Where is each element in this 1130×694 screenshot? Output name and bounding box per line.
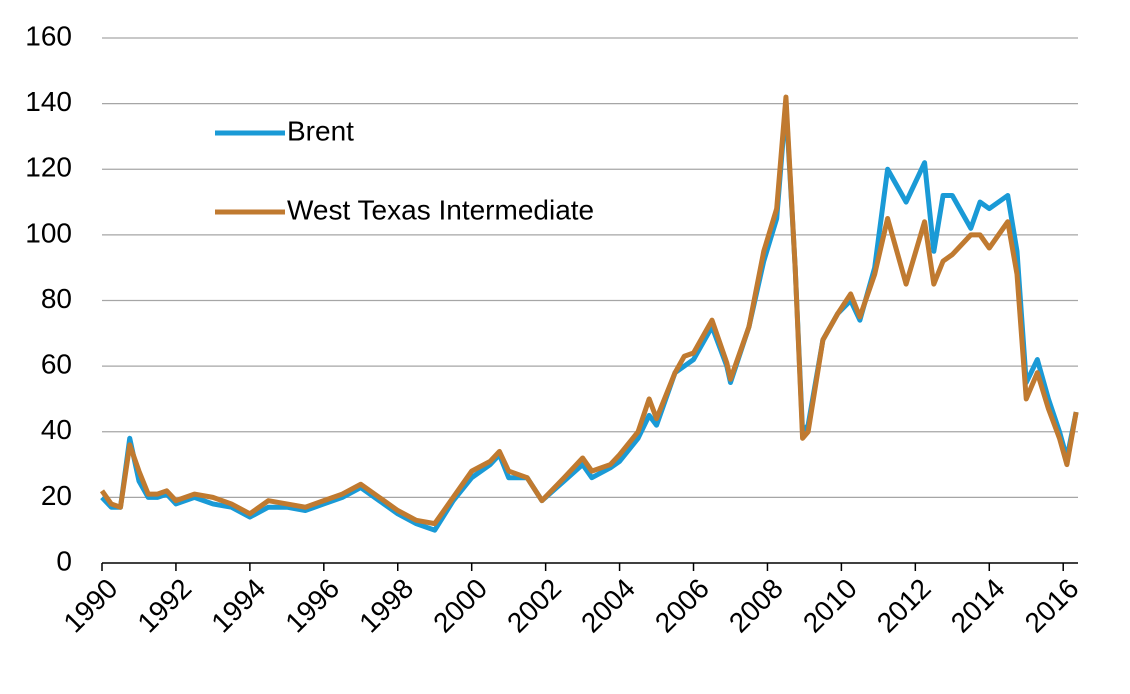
- x-tick-label: 1994: [205, 573, 271, 639]
- y-tick-label: 20: [41, 480, 72, 511]
- x-tick-label: 2002: [501, 573, 567, 639]
- x-tick-label: 2004: [575, 573, 641, 639]
- x-tick-label: 2000: [427, 573, 493, 639]
- x-tick-label: 1998: [353, 573, 419, 639]
- y-tick-label: 140: [25, 86, 72, 117]
- y-tick-label: 120: [25, 152, 72, 183]
- series-line: [99, 94, 1079, 527]
- y-tick-label: 60: [41, 349, 72, 380]
- legend-label: West Texas Intermediate: [287, 194, 594, 225]
- x-tick-label: 2010: [797, 573, 863, 639]
- x-tick-label: 2008: [723, 573, 789, 639]
- x-tick-label: 1990: [57, 573, 123, 639]
- x-tick-label: 2014: [945, 573, 1011, 639]
- legend-label: Brent: [287, 115, 354, 146]
- y-tick-label: 80: [41, 283, 72, 314]
- x-tick-label: 1996: [279, 573, 345, 639]
- x-tick-label: 2016: [1019, 573, 1085, 639]
- y-tick-label: 0: [56, 545, 72, 576]
- x-tick-label: 2012: [871, 573, 937, 639]
- y-tick-label: 160: [25, 20, 72, 51]
- x-tick-label: 2006: [649, 573, 715, 639]
- y-tick-label: 40: [41, 414, 72, 445]
- x-tick-label: 1992: [131, 573, 197, 639]
- series-line: [100, 101, 1079, 533]
- y-tick-label: 100: [25, 217, 72, 248]
